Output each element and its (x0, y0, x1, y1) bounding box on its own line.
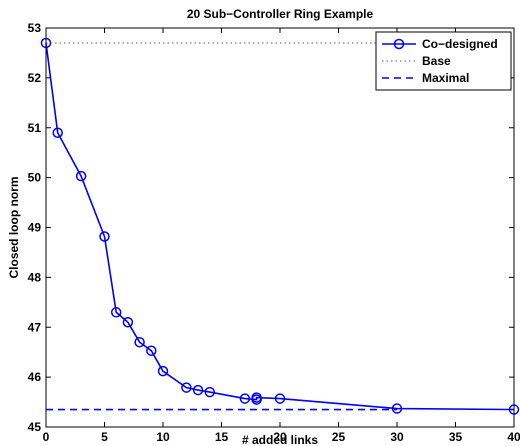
chart-title: 20 Sub−Controller Ring Example (187, 7, 374, 21)
data-point (75, 170, 87, 182)
data-point (134, 336, 145, 348)
x-tick-label: 10 (156, 430, 170, 444)
data-point (110, 307, 122, 318)
legend-label: Co−designed (422, 37, 498, 51)
y-tick-label: 51 (28, 121, 42, 135)
legend-marker (393, 38, 405, 50)
x-tick-label: 0 (43, 430, 50, 444)
data-point (122, 317, 134, 328)
axis-ticks: 0 5 10 15 20 25 30 35 40 45 46 47 48 49 50 51 52 53 (28, 21, 520, 444)
y-tick-label: 52 (28, 71, 42, 85)
x-tick-label: 30 (390, 430, 404, 444)
data-point (157, 365, 169, 377)
x-tick-label: 5 (101, 430, 108, 444)
y-tick-label: 47 (28, 320, 42, 334)
data-point (146, 345, 157, 356)
data-point (52, 127, 63, 138)
x-tick-label: 35 (449, 430, 463, 444)
x-axis-label: # added links (242, 433, 318, 446)
y-axis-label: Closed loop norm (7, 177, 21, 279)
data-point (99, 231, 110, 242)
data-point (181, 382, 192, 393)
plot-area (46, 28, 514, 427)
data-point (204, 386, 216, 398)
data-point (251, 392, 262, 403)
data-point (192, 384, 204, 396)
y-tick-label: 53 (28, 21, 42, 35)
data-point (239, 393, 251, 404)
x-tick-label: 40 (507, 430, 520, 444)
legend-label: Base (422, 54, 451, 68)
x-tick-label: 25 (332, 430, 346, 444)
legend: Co−designed Base Maximal (375, 31, 512, 91)
data-point (274, 393, 286, 404)
y-tick-label: 45 (28, 420, 42, 434)
x-tick-label: 15 (215, 430, 229, 444)
y-tick-label: 48 (28, 270, 42, 284)
y-tick-label: 49 (28, 221, 42, 235)
legend-box (375, 31, 512, 91)
y-tick-label: 46 (28, 370, 42, 384)
data-point (391, 403, 403, 414)
y-tick-label: 50 (28, 171, 42, 185)
x-tick-label: 20 (273, 430, 287, 444)
legend-label: Maximal (422, 71, 469, 85)
plot-frame (45, 27, 515, 428)
